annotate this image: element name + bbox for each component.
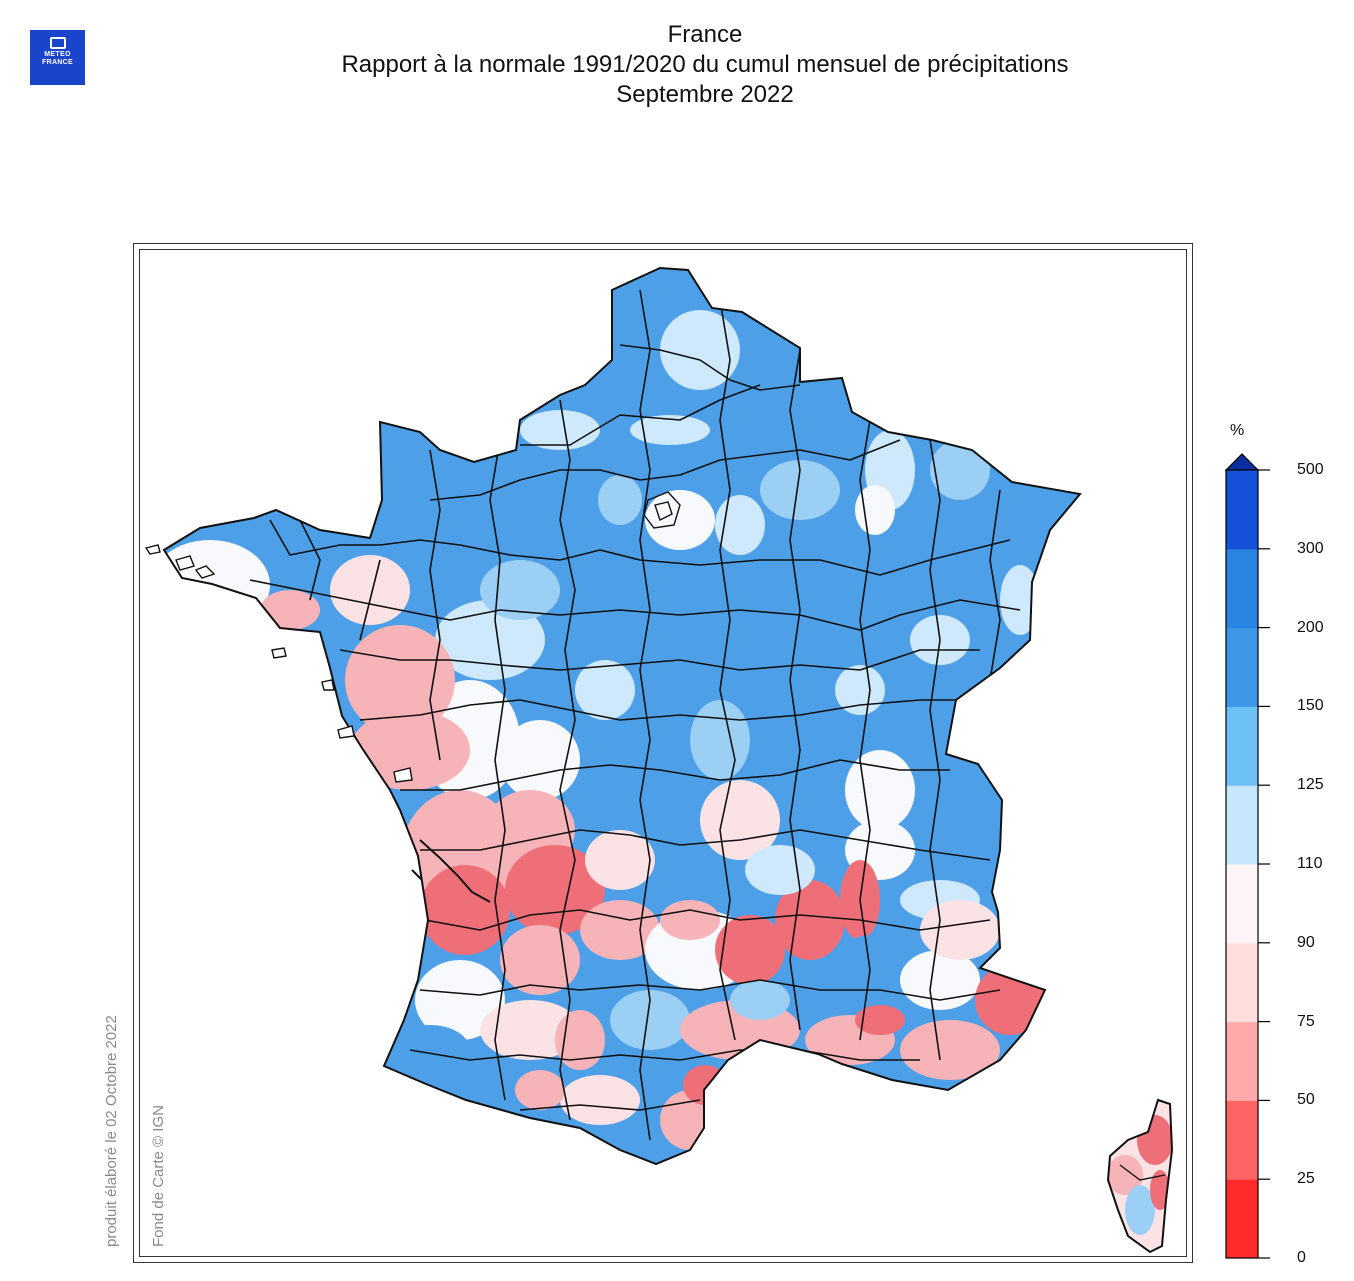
legend-bin — [1226, 1100, 1258, 1180]
meteo-france-logo: METEO FRANCE — [30, 30, 85, 85]
legend-ticks — [1258, 469, 1270, 1259]
title-block: France Rapport à la normale 1991/2020 du… — [200, 20, 1210, 110]
basemap-credit: Fond de Carte © IGN — [150, 1105, 167, 1247]
coastal-islands — [144, 544, 413, 783]
legend-bin — [1226, 706, 1258, 786]
legend-label: 0 — [1297, 1249, 1306, 1266]
legend-colorbar — [1226, 470, 1258, 1259]
legend-overflow-arrow — [1224, 453, 1260, 471]
legend-label: 25 — [1297, 1170, 1315, 1188]
legend — [1224, 453, 1270, 1259]
legend-label: 75 — [1297, 1012, 1315, 1030]
legend-label: 50 — [1297, 1091, 1315, 1109]
corsica — [1106, 1098, 1174, 1254]
legend-label: 300 — [1297, 539, 1324, 557]
legend-bin — [1226, 470, 1258, 550]
map-period: Septembre 2022 — [616, 81, 794, 108]
logo-text-line2: FRANCE — [42, 59, 73, 66]
legend-label: 200 — [1297, 618, 1324, 636]
map-title: France — [667, 21, 743, 48]
logo-mark-icon — [49, 37, 66, 49]
legend-label: 125 — [1297, 776, 1324, 794]
legend-bin — [1226, 548, 1258, 629]
map-frame-inner — [139, 249, 1187, 1257]
map-subtitle: Rapport à la normale 1991/2020 du cumul … — [341, 51, 1069, 78]
legend-label: 90 — [1297, 933, 1315, 951]
legend-label: 150 — [1297, 697, 1324, 715]
production-date-credit: produit élaboré le 02 Octobre 2022 — [103, 1015, 120, 1247]
logo-text-line1: METEO — [44, 51, 71, 58]
legend-bin — [1226, 785, 1258, 865]
department-borders — [249, 289, 1021, 1141]
gironde-estuary — [411, 839, 491, 903]
legend-label: 110 — [1297, 855, 1323, 872]
legend-bin — [1226, 1179, 1258, 1259]
legend-unit: % — [1230, 422, 1245, 439]
legend-bin — [1226, 864, 1258, 944]
legend-bin — [1226, 1021, 1258, 1101]
paris-inner-ring — [643, 491, 681, 529]
map-frame-outer — [133, 243, 1193, 1263]
legend-bin — [1226, 627, 1258, 707]
legend-label: 500 — [1297, 461, 1324, 478]
france-mainland — [163, 267, 1081, 1165]
legend-bin — [1226, 942, 1258, 1023]
